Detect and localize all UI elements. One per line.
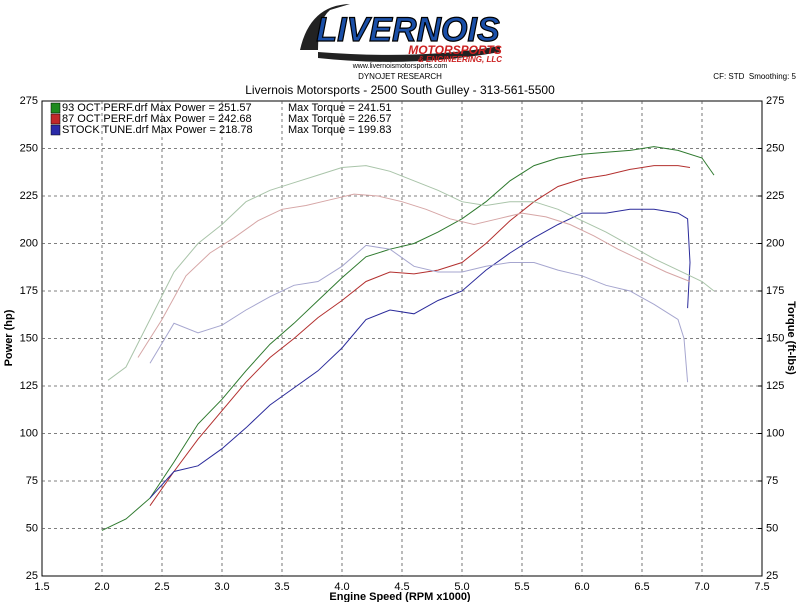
y2-tick-label: 100 — [766, 427, 784, 439]
legend-swatch — [50, 124, 61, 136]
y-tick-label: 250 — [20, 142, 38, 154]
chart-title: Livernois Motorsports - 2500 South Gulle… — [245, 83, 555, 97]
x-tick-label: 6.0 — [574, 581, 589, 593]
logo-sub: MOTORSPORTS — [408, 43, 502, 57]
y-tick-label: 75 — [26, 475, 38, 487]
y-tick-label: 50 — [26, 522, 38, 534]
x-tick-label: 5.5 — [514, 581, 529, 593]
logo-swoosh — [318, 46, 500, 62]
y-tick-label: 200 — [20, 237, 38, 249]
x-tick-label: 7.0 — [694, 581, 709, 593]
y-tick-label: 275 — [20, 95, 38, 107]
series-line — [149, 244, 689, 383]
legend-torque: Max Torque = 241.51 — [288, 102, 391, 114]
y2-tick-label: 50 — [766, 522, 778, 534]
logo-sub2: & ENGINEERING, LLC — [418, 55, 502, 64]
x-tick-label: 4.0 — [334, 581, 349, 593]
x-tick-label: 6.5 — [634, 581, 649, 593]
y-tick-label: 150 — [20, 332, 38, 344]
x-tick-label: 3.0 — [214, 581, 229, 593]
x-axis-label: Engine Speed (RPM x1000) — [329, 591, 471, 602]
legend-label: 93 OCT PERF.drf Max Power = 251.57 — [62, 102, 252, 114]
y-tick-label: 175 — [20, 285, 38, 297]
y2-tick-label: 275 — [766, 95, 784, 107]
series-line — [149, 165, 691, 506]
legend-swatch — [50, 113, 61, 125]
logo-swoosh — [300, 4, 350, 50]
y-axis-label: Power (hp) — [3, 309, 15, 366]
x-tick-label: 1.5 — [34, 581, 49, 593]
x-tick-label: 3.5 — [274, 581, 289, 593]
x-tick-label: 2.5 — [154, 581, 169, 593]
x-tick-label: 4.5 — [394, 581, 409, 593]
brand: DYNOJET RESEARCH — [358, 72, 442, 81]
y2-tick-label: 75 — [766, 475, 778, 487]
series-line — [149, 208, 691, 499]
y-tick-label: 125 — [20, 380, 38, 392]
y-tick-label: 225 — [20, 190, 38, 202]
x-tick-label: 2.0 — [94, 581, 109, 593]
series-line — [107, 165, 715, 381]
x-tick-label: 5.0 — [454, 581, 469, 593]
y-tick-label: 100 — [20, 427, 38, 439]
logo-url: www.livernoismotorsports.com — [352, 63, 448, 70]
legend-label: STOCK TUNE.drf Max Power = 218.78 — [62, 124, 253, 136]
legend-label: 87 OCT PERF.drf Max Power = 242.68 — [62, 113, 252, 125]
y2-tick-label: 25 — [766, 570, 778, 582]
legend-torque: Max Torque = 199.83 — [288, 124, 391, 136]
y2-tick-label: 225 — [766, 190, 784, 202]
y-tick-label: 25 — [26, 570, 38, 582]
y2-tick-label: 200 — [766, 237, 784, 249]
y2-tick-label: 175 — [766, 285, 784, 297]
legend-torque: Max Torque = 226.57 — [288, 113, 391, 125]
legend-swatch — [50, 102, 61, 114]
x-tick-label: 7.5 — [754, 581, 769, 593]
logo-name: LIVERNOIS — [316, 11, 500, 49]
y2-tick-label: 125 — [766, 380, 784, 392]
settings-note: CF: STD Smoothing: 5 — [713, 72, 796, 81]
y2-axis-label: Torque (ft-lbs) — [785, 301, 797, 375]
series-line — [137, 193, 691, 358]
series-line — [101, 146, 715, 531]
y2-tick-label: 150 — [766, 332, 784, 344]
y2-tick-label: 250 — [766, 142, 784, 154]
